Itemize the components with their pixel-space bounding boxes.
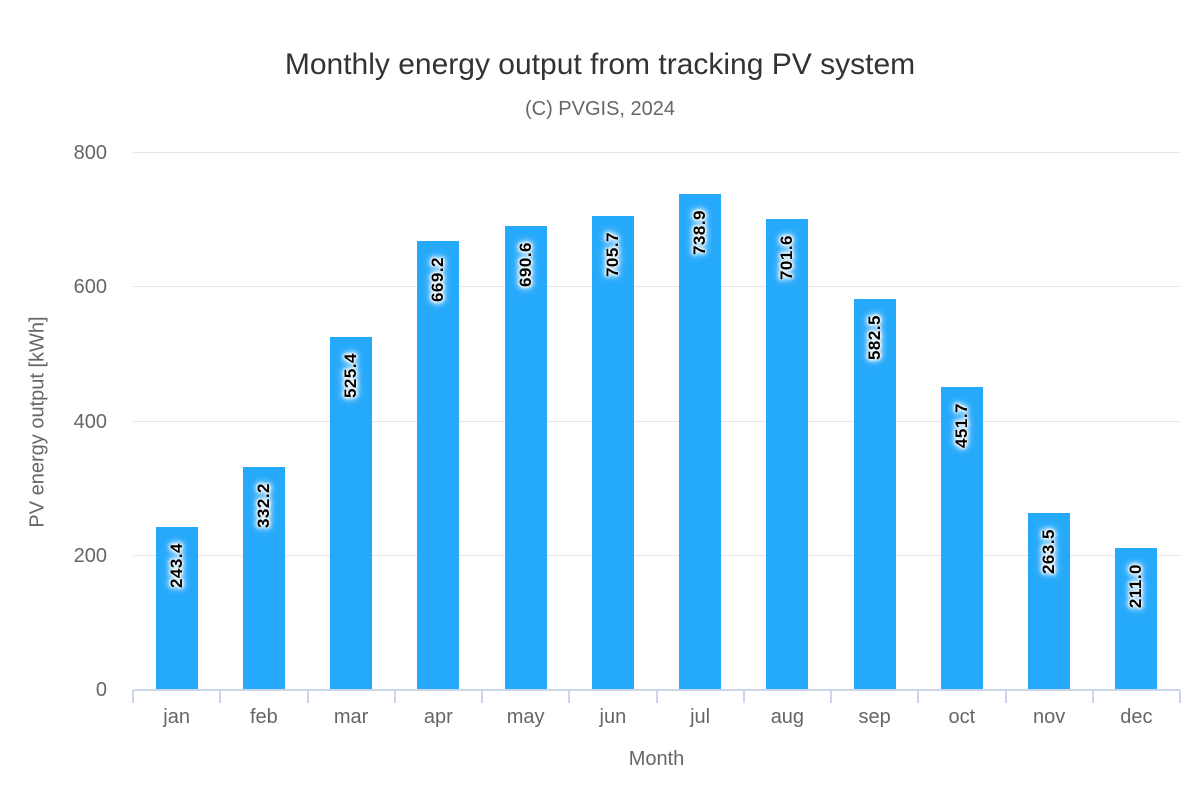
bar-feb[interactable]: 332.2 <box>242 467 285 690</box>
x-tick-label-aug: aug <box>770 706 805 728</box>
bar-sep[interactable]: 582.5 <box>853 299 896 690</box>
bar-value-label-dec: 211.0 <box>1126 564 1146 609</box>
bar-mar[interactable]: 525.4 <box>330 337 373 690</box>
x-axis-tick <box>742 690 745 703</box>
x-tick-label-jul: jul <box>690 706 711 728</box>
bar-jun[interactable]: 705.7 <box>591 216 634 690</box>
bar-dec[interactable]: 211.0 <box>1115 548 1158 690</box>
y-tick-label-0: 0 <box>95 679 107 701</box>
bar-apr[interactable]: 669.2 <box>417 240 460 690</box>
x-tick-label-nov: nov <box>1033 706 1066 728</box>
x-axis-tick <box>132 690 134 703</box>
x-axis-tick <box>219 690 222 703</box>
bar-value-label-jul: 738.9 <box>690 210 710 256</box>
chart-title: Monthly energy output from tracking PV s… <box>284 48 916 81</box>
bar-value-label-apr: 669.2 <box>428 256 448 302</box>
x-tick-label-oct: oct <box>948 706 976 728</box>
x-axis-title: Month <box>628 748 685 770</box>
x-tick-label-sep: sep <box>858 706 891 728</box>
bar-value-label-jan: 243.4 <box>166 542 186 588</box>
plot-area: PV energy output [kWh] 0 200 400 600 800 243… <box>27 143 1181 770</box>
bar-value-label-oct: 451.7 <box>951 402 971 448</box>
bar-value-label-nov: 263.5 <box>1039 529 1059 575</box>
x-tick-label-apr: apr <box>423 706 453 728</box>
x-tick-label-jun: jun <box>599 706 627 728</box>
x-axis-tick <box>568 690 571 703</box>
x-axis-tick <box>1179 690 1181 703</box>
x-axis-tick <box>306 690 309 703</box>
bar-value-label-sep: 582.5 <box>864 315 884 361</box>
bars-container: 243.4 332.2 525.4 669.2 690.6 705.7 738.9 701.6… <box>133 153 1180 690</box>
gridline-800 <box>133 152 1180 153</box>
bar-nov[interactable]: 263.5 <box>1028 513 1071 690</box>
x-tick-label-dec: dec <box>1120 706 1153 728</box>
x-axis-tick <box>655 690 658 703</box>
x-axis-labels: jan feb mar apr may jun jul aug sep oct nov dec <box>133 706 1180 729</box>
bar-jan[interactable]: 243.4 <box>155 526 198 690</box>
x-axis-tick <box>1004 690 1007 703</box>
gridline-600 <box>133 286 1180 288</box>
bar-value-label-may: 690.6 <box>515 242 535 288</box>
x-axis-tick <box>481 690 483 703</box>
x-axis-tick <box>830 690 832 703</box>
bar-oct[interactable]: 451.7 <box>940 386 983 690</box>
gridline-400 <box>133 420 1180 422</box>
bar-value-label-aug: 701.6 <box>777 235 797 281</box>
x-tick-label-jan: jan <box>163 706 190 728</box>
chart-subtitle: (C) PVGIS, 2024 <box>524 98 676 120</box>
y-tick-label-400: 400 <box>73 410 107 433</box>
bar-value-label-feb: 332.2 <box>253 483 273 529</box>
x-axis-tick <box>1091 690 1094 703</box>
bar-value-label-mar: 525.4 <box>341 353 361 399</box>
bar-aug[interactable]: 701.6 <box>766 219 809 690</box>
bar-jul[interactable]: 738.9 <box>679 194 722 690</box>
y-tick-label-800: 800 <box>73 142 107 164</box>
x-tick-label-feb: feb <box>249 706 278 728</box>
y-tick-label-200: 200 <box>73 544 107 567</box>
bar-value-label-jun: 705.7 <box>602 232 622 278</box>
x-tick-label-may: may <box>506 706 545 728</box>
bar-may[interactable]: 690.6 <box>504 226 547 690</box>
x-axis-tick <box>393 690 396 703</box>
x-tick-label-mar: mar <box>333 706 369 728</box>
y-tick-label-600: 600 <box>73 276 107 299</box>
x-axis-tick <box>917 690 920 703</box>
gridline-200 <box>133 554 1180 556</box>
